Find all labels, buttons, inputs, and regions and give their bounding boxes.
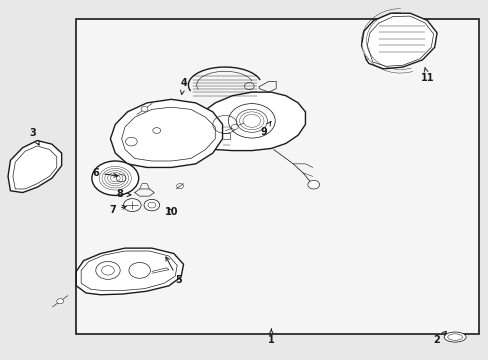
Circle shape [228, 104, 275, 138]
Text: 8: 8 [117, 189, 131, 199]
Text: 6: 6 [92, 168, 118, 178]
Ellipse shape [443, 332, 465, 342]
Polygon shape [8, 140, 61, 193]
Polygon shape [110, 99, 222, 167]
Text: 9: 9 [260, 121, 270, 136]
Circle shape [141, 107, 148, 112]
Text: 3: 3 [29, 129, 39, 145]
Circle shape [92, 161, 139, 195]
Text: 10: 10 [164, 207, 178, 217]
Circle shape [307, 180, 319, 189]
Bar [76, 19, 478, 334]
Circle shape [231, 125, 238, 130]
Polygon shape [193, 92, 305, 150]
Polygon shape [76, 248, 183, 295]
Polygon shape [361, 13, 436, 69]
Text: 7: 7 [109, 206, 126, 216]
Circle shape [144, 199, 159, 211]
Circle shape [57, 299, 63, 304]
Text: 4: 4 [180, 78, 186, 94]
Text: 11: 11 [420, 67, 433, 83]
Circle shape [123, 199, 141, 212]
Text: 5: 5 [165, 257, 182, 285]
Text: 1: 1 [267, 329, 274, 345]
Text: 2: 2 [433, 332, 446, 345]
